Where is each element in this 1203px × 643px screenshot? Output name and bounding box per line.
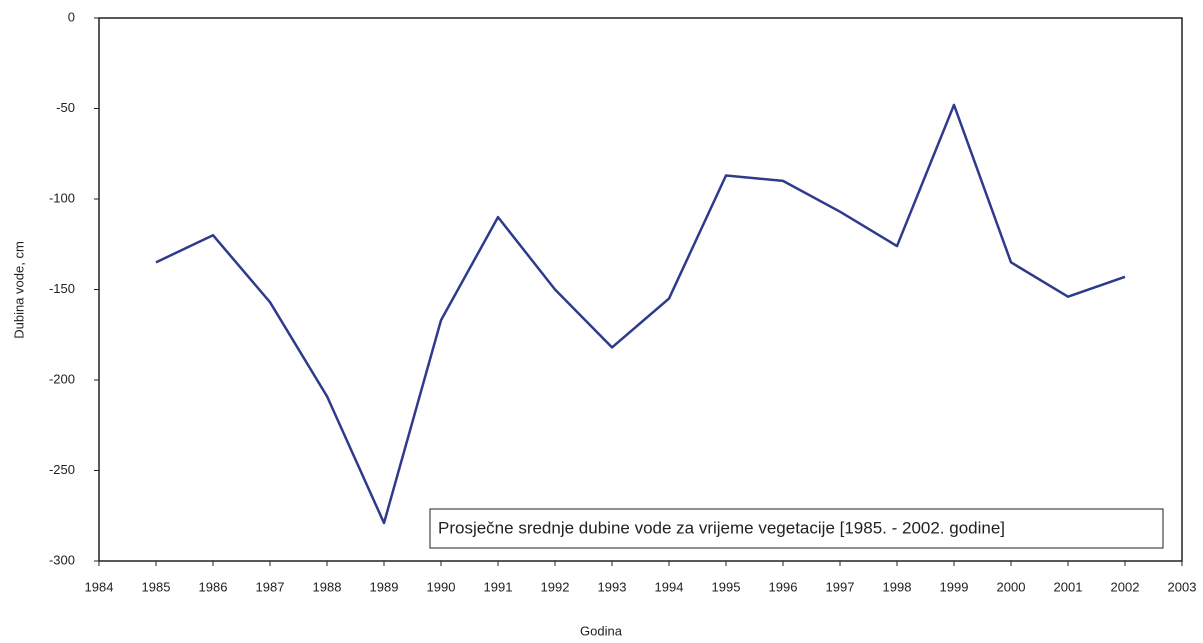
- y-tick-label: -150: [49, 281, 75, 296]
- annotation-box: [429, 508, 1164, 549]
- x-tick-label: 1990: [427, 579, 456, 594]
- x-tick-label: 1991: [484, 579, 513, 594]
- x-axis-label: Godina: [580, 623, 623, 638]
- y-tick-label: -300: [49, 552, 75, 567]
- x-tick-label: 1998: [883, 579, 912, 594]
- x-tick-label: 2000: [997, 579, 1026, 594]
- x-tick-label: 1986: [199, 579, 228, 594]
- x-tick-label: 1985: [142, 579, 171, 594]
- x-tick-label: 1987: [256, 579, 285, 594]
- data-line: [155, 103, 1126, 525]
- x-tick-label: 1997: [826, 579, 855, 594]
- x-tick-label: 1996: [769, 579, 798, 594]
- y-tick-label: -200: [49, 371, 75, 386]
- x-tick-label: 1992: [541, 579, 570, 594]
- y-tick-label: -100: [49, 190, 75, 205]
- x-tick-label: 2002: [1111, 579, 1140, 594]
- y-tick-label: -250: [49, 462, 75, 477]
- annotation: Prosječne srednje dubine vode za vrijeme…: [438, 518, 1005, 537]
- plot-frame: [98, 17, 1183, 562]
- x-tick-label: 1993: [598, 579, 627, 594]
- x-tick-label: 1995: [712, 579, 741, 594]
- x-tick-label: 2001: [1054, 579, 1083, 594]
- x-tick-label: 1994: [655, 579, 684, 594]
- x-tick-label: 1988: [313, 579, 342, 594]
- x-tick-label: 1989: [370, 579, 399, 594]
- x-tick-label: 1999: [940, 579, 969, 594]
- x-tick-label: 1984: [85, 579, 114, 594]
- x-tick-label: 2003: [1168, 579, 1197, 594]
- y-axis-label: Dubina vode, cm: [11, 241, 26, 339]
- y-tick-label: 0: [68, 9, 75, 24]
- y-tick-label: -50: [56, 100, 75, 115]
